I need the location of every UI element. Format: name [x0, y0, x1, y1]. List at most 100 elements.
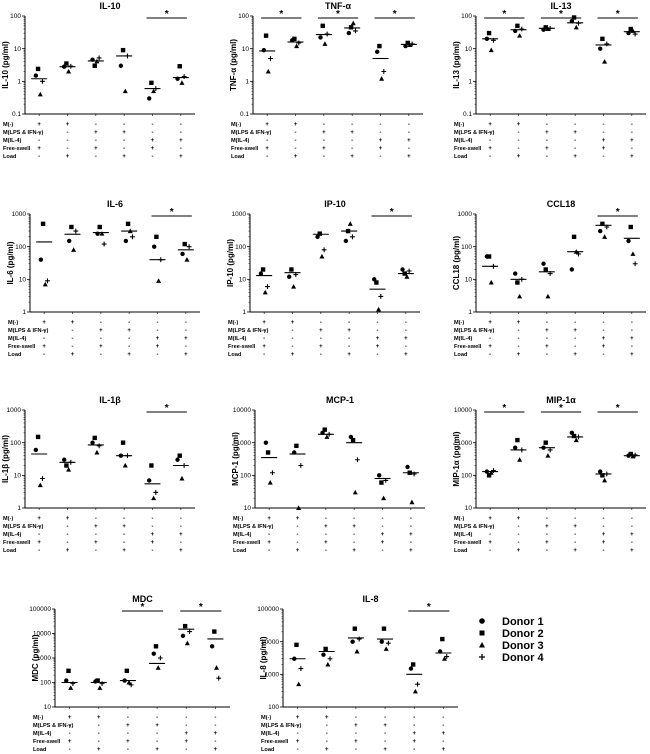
condition-sign: +	[291, 320, 295, 326]
data-point-donor-4	[153, 490, 159, 495]
condition-sign: -	[320, 320, 322, 326]
significance-star: *	[141, 602, 145, 613]
data-point-donor-1	[569, 267, 575, 272]
condition-sign: -	[38, 548, 40, 554]
condition-sign: -	[518, 540, 520, 546]
condition-sign: +	[545, 540, 549, 546]
significance-star: *	[199, 602, 203, 613]
condition-sign: +	[94, 540, 98, 546]
condition-sign: -	[631, 540, 633, 546]
condition-sign: +	[267, 540, 271, 546]
condition-sign: +	[151, 540, 155, 546]
significance-star: *	[393, 9, 397, 20]
y-tick-label: 0.1	[463, 111, 472, 118]
condition-sign: +	[352, 524, 356, 530]
condition-sign: -	[38, 524, 40, 530]
condition-sign: -	[123, 138, 125, 144]
condition-sign: +	[68, 715, 72, 721]
data-point-donor-2	[177, 453, 182, 458]
y-tick-label: 100	[40, 680, 51, 687]
condition-sign: +	[179, 532, 183, 538]
condition-sign: -	[292, 336, 294, 342]
data-point-donor-3	[214, 665, 220, 670]
data-point-donor-4	[70, 681, 76, 687]
data-point-donor-3	[126, 679, 132, 685]
condition-sign: -	[377, 352, 379, 358]
condition-sign: -	[380, 130, 382, 136]
data-point-donor-2	[64, 61, 69, 66]
significance-star: *	[502, 9, 506, 20]
condition-sign: -	[98, 723, 100, 729]
condition-sign: +	[126, 723, 130, 729]
data-point-donor-4	[128, 682, 134, 688]
condition-row-label: M(LPS & IFN-γ)	[233, 524, 274, 530]
condition-sign: +	[66, 154, 70, 160]
condition-sign: -	[297, 524, 299, 530]
significance-star: *	[336, 9, 340, 20]
data-point-donor-3	[156, 278, 162, 283]
condition-sign: -	[127, 731, 129, 737]
data-point-donor-4	[632, 452, 638, 458]
condition-sign: -	[325, 532, 327, 538]
condition-sign: -	[325, 516, 327, 522]
condition-sign: -	[214, 715, 216, 721]
chart-title: IL-6	[107, 199, 123, 209]
condition-sign: -	[518, 146, 520, 152]
condition-sign: -	[574, 146, 576, 152]
condition-sign: -	[67, 146, 69, 152]
condition-sign: +	[325, 715, 329, 721]
legend-item-donor-4: Donor 4	[479, 652, 544, 664]
condition-sign: -	[266, 138, 268, 144]
condition-row-label: Load	[454, 352, 468, 358]
y-tick-label: 100	[10, 440, 21, 447]
condition-sign: -	[326, 723, 328, 729]
data-point-donor-4	[576, 251, 581, 257]
data-point-donor-1	[626, 238, 631, 244]
data-point-donor-1	[38, 257, 44, 262]
y-tick-label: 100	[240, 473, 251, 480]
condition-sign: -	[574, 516, 576, 522]
condition-sign: +	[412, 731, 416, 737]
condition-sign: -	[348, 344, 350, 350]
condition-sign: -	[180, 130, 182, 136]
condition-sign: -	[127, 747, 129, 753]
condition-sign: -	[603, 130, 605, 136]
data-point-donor-1	[513, 445, 518, 450]
data-point-donor-3	[379, 76, 385, 81]
data-point-donor-3	[383, 646, 389, 651]
condition-sign: +	[573, 548, 577, 554]
condition-sign: -	[320, 352, 322, 358]
condition-sign: +	[97, 715, 101, 721]
data-point-donor-4	[130, 234, 135, 240]
condition-sign: +	[66, 516, 70, 522]
chart-title: MCP-1	[326, 395, 354, 405]
condition-sign: +	[354, 739, 358, 745]
data-point-donor-3	[325, 661, 331, 667]
condition-sign: -	[128, 344, 130, 350]
condition-sign: +	[66, 548, 70, 554]
data-point-donor-1	[375, 49, 380, 55]
data-point-donor-1	[64, 678, 69, 683]
condition-sign: +	[262, 320, 266, 326]
condition-row-label: Free-swell	[33, 739, 61, 745]
condition-sign: -	[266, 130, 268, 136]
condition-sign: +	[352, 548, 356, 554]
condition-sign: +	[354, 723, 358, 729]
condition-sign: -	[489, 548, 491, 554]
data-point-donor-3	[404, 274, 410, 279]
data-point-donor-2	[320, 23, 325, 29]
condition-sign: -	[180, 122, 182, 128]
data-point-donor-3	[350, 20, 356, 26]
condition-sign: +	[99, 328, 103, 334]
condition-sign: +	[156, 336, 160, 342]
data-point-donor-3	[296, 681, 302, 687]
chart-il-8: IL-8 IL-8 (pg/ml) 100 1000 10000 100000 * M(-) +…	[257, 594, 458, 753]
condition-sign: +	[322, 146, 326, 152]
data-point-donor-1	[90, 440, 95, 445]
y-tick-label: 1000	[37, 655, 52, 662]
condition-sign: +	[409, 548, 413, 554]
data-point-donor-2	[95, 678, 100, 683]
condition-sign: -	[266, 154, 268, 160]
condition-sign: -	[546, 138, 548, 144]
